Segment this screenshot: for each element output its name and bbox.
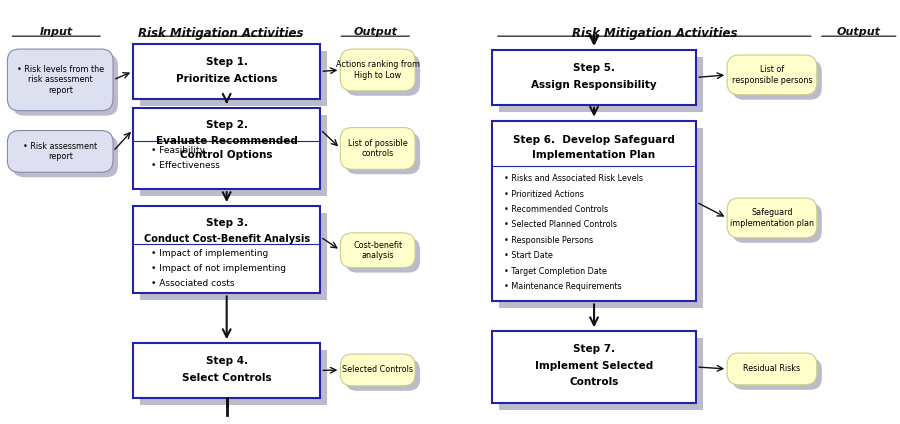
Text: Step 1.: Step 1. xyxy=(206,57,248,67)
FancyBboxPatch shape xyxy=(492,120,697,301)
Text: Evaluate Recommended: Evaluate Recommended xyxy=(156,136,298,145)
FancyBboxPatch shape xyxy=(727,353,817,385)
FancyBboxPatch shape xyxy=(133,343,320,398)
FancyBboxPatch shape xyxy=(340,354,415,386)
FancyBboxPatch shape xyxy=(340,128,415,169)
Text: • Prioritized Actions: • Prioritized Actions xyxy=(504,190,584,199)
Text: Safeguard
implementation plan: Safeguard implementation plan xyxy=(730,208,814,228)
FancyBboxPatch shape xyxy=(346,54,420,96)
FancyBboxPatch shape xyxy=(140,213,328,301)
Text: Residual Risks: Residual Risks xyxy=(743,365,801,374)
Text: Conduct Cost-Benefit Analysis: Conduct Cost-Benefit Analysis xyxy=(144,234,310,244)
Text: • Responsible Persons: • Responsible Persons xyxy=(504,236,593,245)
FancyBboxPatch shape xyxy=(727,55,817,95)
Text: Selected Controls: Selected Controls xyxy=(342,365,413,374)
Text: Actions ranking from
High to Low: Actions ranking from High to Low xyxy=(336,60,419,80)
Text: Step 2.: Step 2. xyxy=(206,120,248,130)
Text: Implementation Plan: Implementation Plan xyxy=(533,151,655,160)
Text: Controls: Controls xyxy=(570,377,618,387)
Text: Risk Mitigation Activities: Risk Mitigation Activities xyxy=(572,27,737,40)
FancyBboxPatch shape xyxy=(140,350,328,405)
FancyBboxPatch shape xyxy=(133,108,320,189)
Text: • Impact of not implementing: • Impact of not implementing xyxy=(151,264,286,273)
Text: • Effectiveness: • Effectiveness xyxy=(151,162,220,170)
FancyBboxPatch shape xyxy=(340,233,415,268)
FancyBboxPatch shape xyxy=(7,131,113,172)
Text: List of
responsible persons: List of responsible persons xyxy=(732,65,813,85)
FancyBboxPatch shape xyxy=(492,331,697,403)
FancyBboxPatch shape xyxy=(732,203,822,243)
Text: Prioritize Actions: Prioritize Actions xyxy=(176,74,277,84)
FancyBboxPatch shape xyxy=(13,54,118,116)
Text: Implement Selected: Implement Selected xyxy=(535,361,653,371)
FancyBboxPatch shape xyxy=(140,51,328,106)
FancyBboxPatch shape xyxy=(499,57,703,112)
FancyBboxPatch shape xyxy=(7,49,113,111)
Text: Assign Responsibility: Assign Responsibility xyxy=(531,80,657,90)
Text: Input: Input xyxy=(40,27,73,37)
Text: • Selected Planned Controls: • Selected Planned Controls xyxy=(504,220,616,229)
Text: Control Options: Control Options xyxy=(180,151,273,160)
Text: Output: Output xyxy=(353,27,397,37)
Text: • Maintenance Requirements: • Maintenance Requirements xyxy=(504,282,622,291)
FancyBboxPatch shape xyxy=(732,358,822,390)
FancyBboxPatch shape xyxy=(346,238,420,273)
FancyBboxPatch shape xyxy=(133,206,320,293)
FancyBboxPatch shape xyxy=(492,50,697,105)
FancyBboxPatch shape xyxy=(499,338,703,410)
FancyBboxPatch shape xyxy=(13,136,118,177)
Text: • Recommended Controls: • Recommended Controls xyxy=(504,205,608,214)
Text: Risk Mitigation Activities: Risk Mitigation Activities xyxy=(138,27,303,40)
FancyBboxPatch shape xyxy=(340,49,415,91)
FancyBboxPatch shape xyxy=(732,60,822,100)
Text: Step 5.: Step 5. xyxy=(573,63,615,73)
Text: • Impact of implementing: • Impact of implementing xyxy=(151,249,268,258)
Text: • Feasibility: • Feasibility xyxy=(151,146,205,156)
FancyBboxPatch shape xyxy=(727,198,817,238)
Text: Cost-benefit
analysis: Cost-benefit analysis xyxy=(353,240,402,260)
FancyBboxPatch shape xyxy=(133,44,320,99)
Text: Output: Output xyxy=(837,27,881,37)
FancyBboxPatch shape xyxy=(346,133,420,174)
Text: Step 6.  Develop Safeguard: Step 6. Develop Safeguard xyxy=(513,134,675,145)
Text: • Associated costs: • Associated costs xyxy=(151,279,234,287)
Text: • Risk levels from the
risk assessment
report: • Risk levels from the risk assessment r… xyxy=(16,65,104,95)
Text: Select Controls: Select Controls xyxy=(182,373,272,383)
Text: • Target Completion Date: • Target Completion Date xyxy=(504,267,607,276)
Text: • Risks and Associated Risk Levels: • Risks and Associated Risk Levels xyxy=(504,174,643,183)
Text: Step 4.: Step 4. xyxy=(205,356,248,366)
FancyBboxPatch shape xyxy=(140,114,328,196)
Text: • Start Date: • Start Date xyxy=(504,251,553,260)
Text: • Risk assessment
report: • Risk assessment report xyxy=(23,142,97,161)
FancyBboxPatch shape xyxy=(499,128,703,308)
Text: Step 7.: Step 7. xyxy=(573,344,615,354)
FancyBboxPatch shape xyxy=(346,359,420,391)
Text: Step 3.: Step 3. xyxy=(206,218,248,228)
Text: List of possible
controls: List of possible controls xyxy=(347,139,408,158)
